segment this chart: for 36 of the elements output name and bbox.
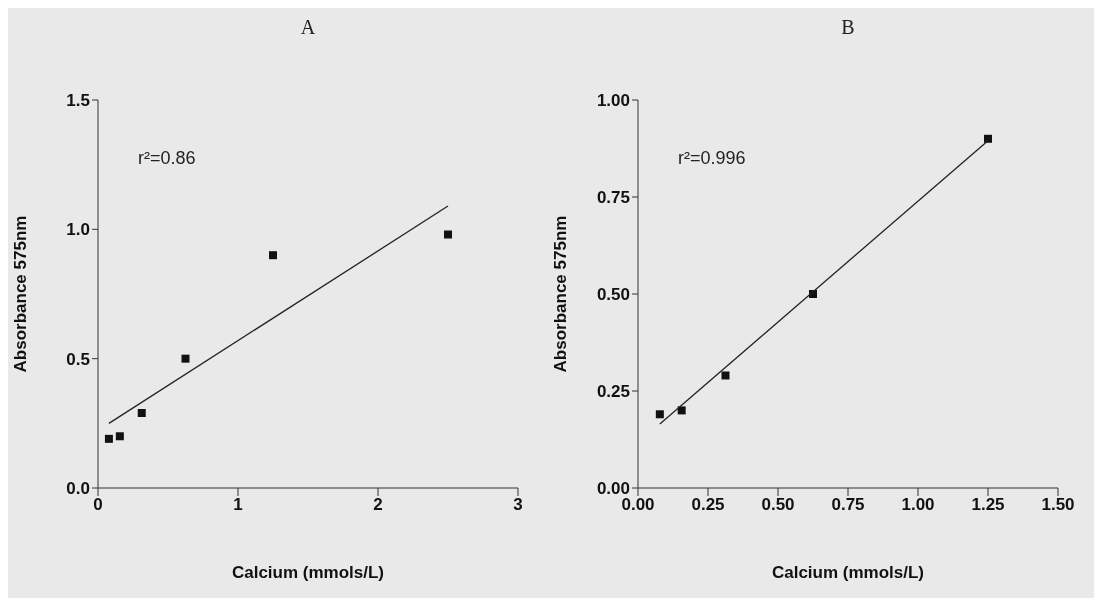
point bbox=[721, 371, 730, 380]
chart-title: B bbox=[840, 16, 856, 39]
x-tick-label: 1 bbox=[233, 495, 243, 515]
point bbox=[984, 134, 992, 143]
point bbox=[181, 354, 190, 363]
point bbox=[677, 406, 686, 415]
y-tick-label: 0.50 bbox=[596, 285, 630, 305]
x-tick-label: 3 bbox=[513, 495, 523, 515]
point bbox=[444, 230, 452, 239]
x-tick-label: 1.25 bbox=[971, 495, 1005, 515]
y-tick-label: 0.5 bbox=[66, 349, 90, 369]
x-tick-label: 0 bbox=[93, 495, 103, 515]
y-tick-label: 1.0 bbox=[66, 220, 90, 240]
x-axis-title: Calcium (mmols/L) bbox=[771, 563, 925, 582]
annotation: r²=0.996 bbox=[678, 148, 746, 169]
y-tick-label: 0.25 bbox=[596, 382, 630, 402]
x-tick-label: 0.25 bbox=[691, 495, 725, 515]
point bbox=[137, 408, 146, 417]
y-tick-label: 0.0 bbox=[66, 479, 90, 499]
y-tick-label: 0.75 bbox=[596, 188, 630, 208]
x-tick-label: 1.00 bbox=[901, 495, 935, 515]
x-tick-label: 0.50 bbox=[761, 495, 795, 515]
x-tick-label: 2 bbox=[373, 495, 383, 515]
x-tick-label: 1.50 bbox=[1041, 495, 1075, 515]
point bbox=[104, 434, 113, 443]
annotation: r²=0.86 bbox=[138, 148, 196, 169]
y-tick-label: 1.5 bbox=[66, 91, 90, 111]
y-tick-label: 1.00 bbox=[596, 91, 630, 111]
point bbox=[655, 410, 664, 419]
x-tick-label: 0.75 bbox=[831, 495, 865, 515]
y-axis-title: Absorbance 575nm bbox=[11, 215, 31, 373]
chart-title: A bbox=[299, 16, 317, 39]
y-axis-title: Absorbance 575nm bbox=[551, 215, 571, 373]
point bbox=[115, 432, 124, 441]
x-axis-title: Calcium (mmols/L) bbox=[231, 563, 385, 582]
point bbox=[269, 251, 277, 260]
